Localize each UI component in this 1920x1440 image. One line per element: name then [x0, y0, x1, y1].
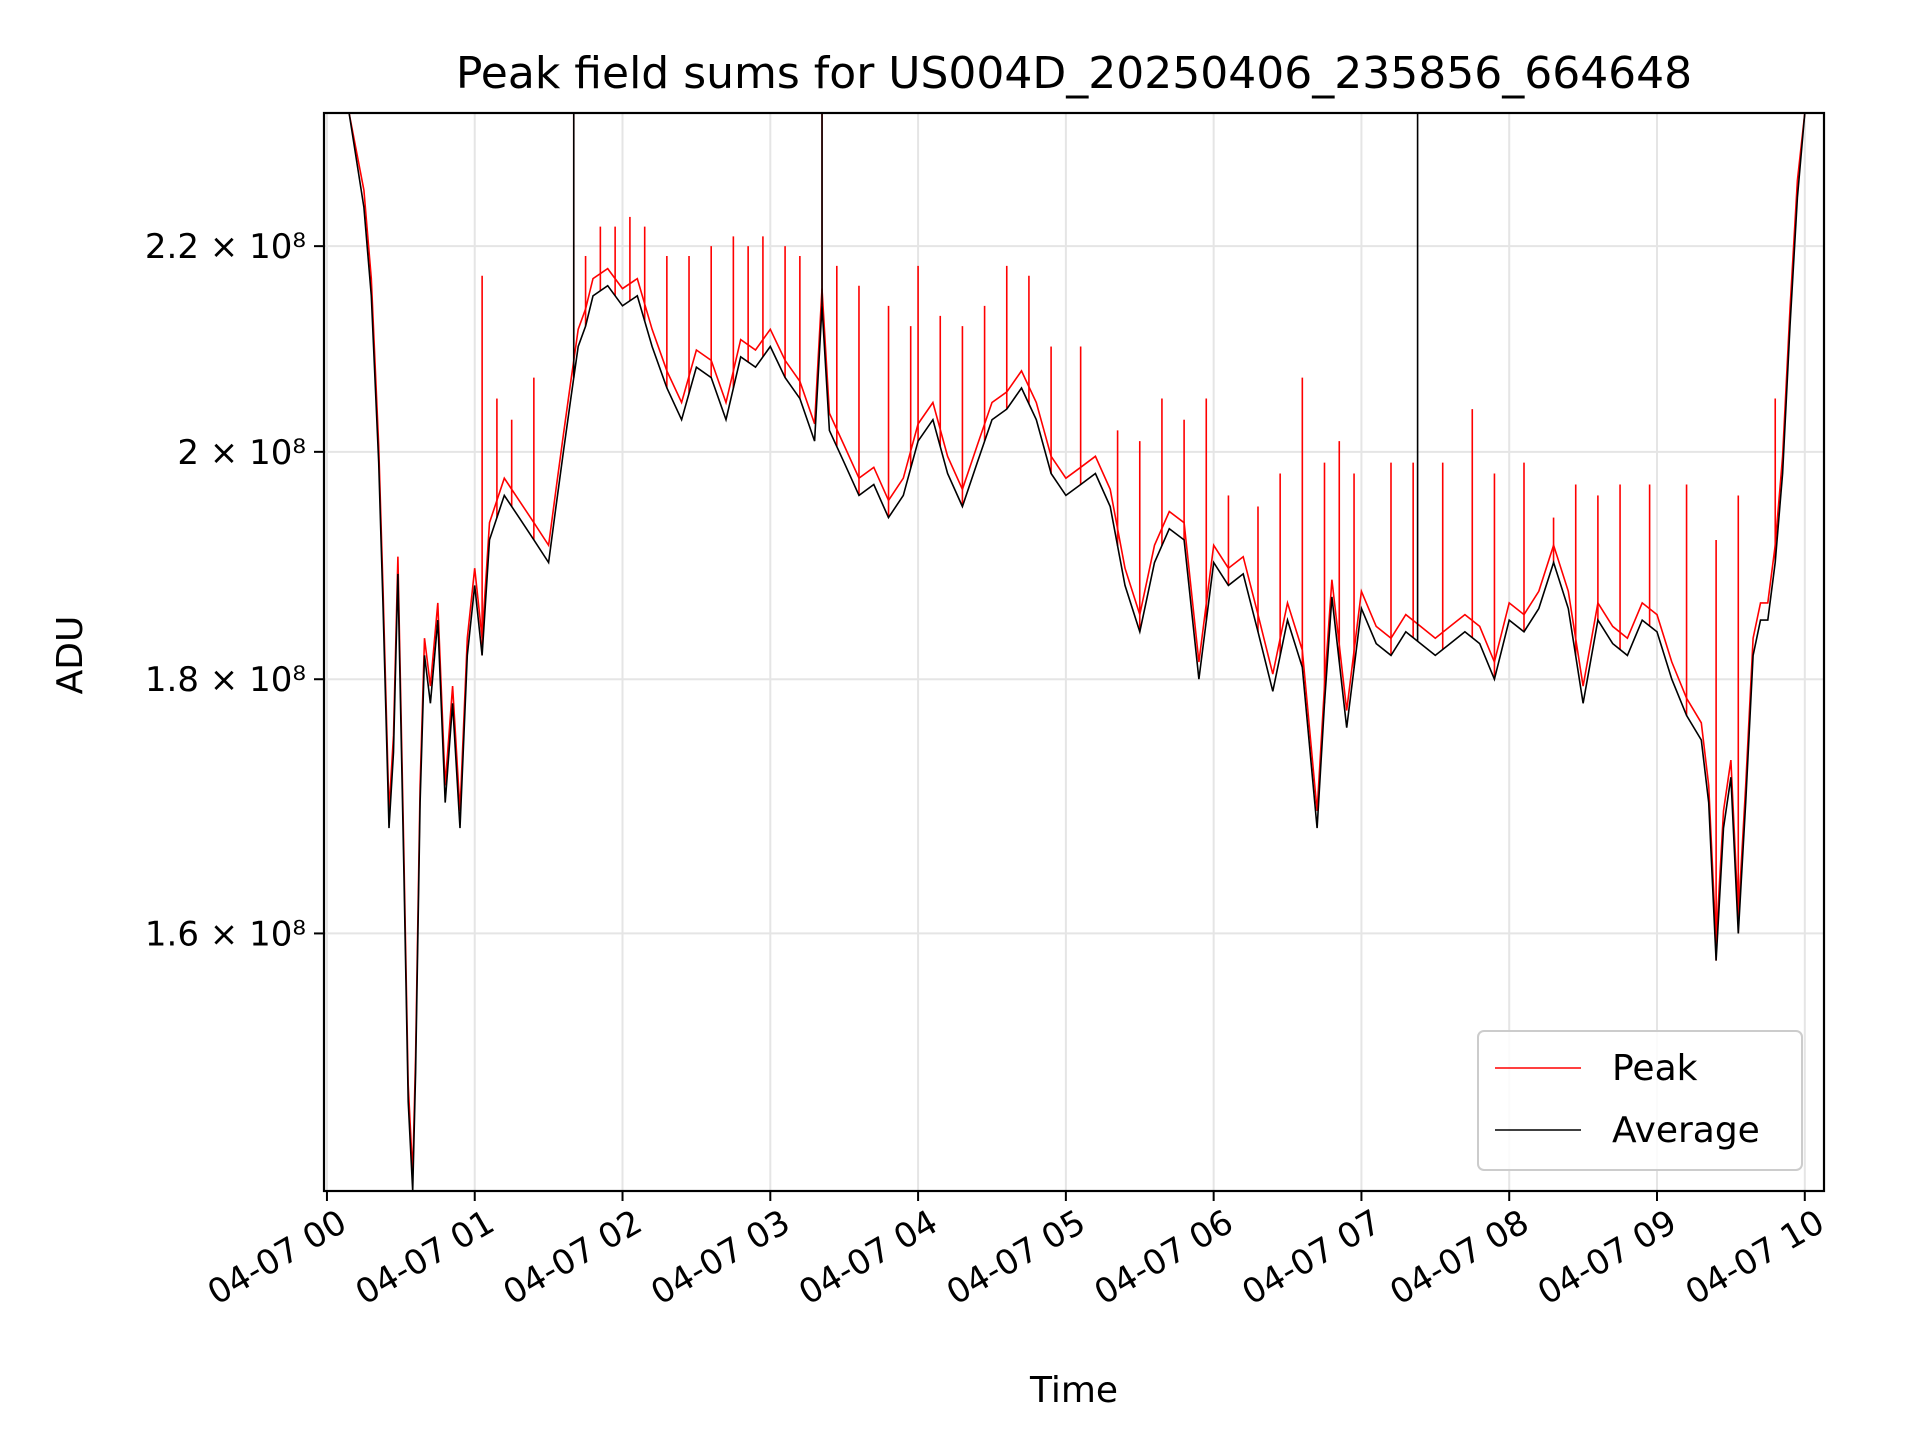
- y-tick-label: 2.2 × 10⁸: [145, 227, 306, 267]
- legend: Peak Average: [1477, 1030, 1803, 1171]
- chart-title: Peak field sums for US004D_20250406_2358…: [456, 48, 1692, 99]
- plot-lines: [327, 112, 1806, 1192]
- y-tick-label: 2 × 10⁸: [177, 433, 306, 473]
- x-axis-label: Time: [1029, 1370, 1118, 1411]
- y-axis-label: ADU: [50, 616, 91, 695]
- y-tick-label: 1.8 × 10⁸: [145, 660, 306, 700]
- y-axis: 1.6 × 10⁸ 1.8 × 10⁸ 2 × 10⁸ 2.2 × 10⁸: [145, 227, 324, 954]
- legend-label-peak: Peak: [1612, 1048, 1698, 1089]
- legend-label-average: Average: [1612, 1110, 1760, 1151]
- y-tick-label: 1.6 × 10⁸: [145, 914, 306, 954]
- series-line-average: [327, 112, 1806, 1192]
- grid: [324, 113, 1824, 1191]
- plot-frame: [322, 111, 1826, 1193]
- legend-box: [1477, 1030, 1803, 1171]
